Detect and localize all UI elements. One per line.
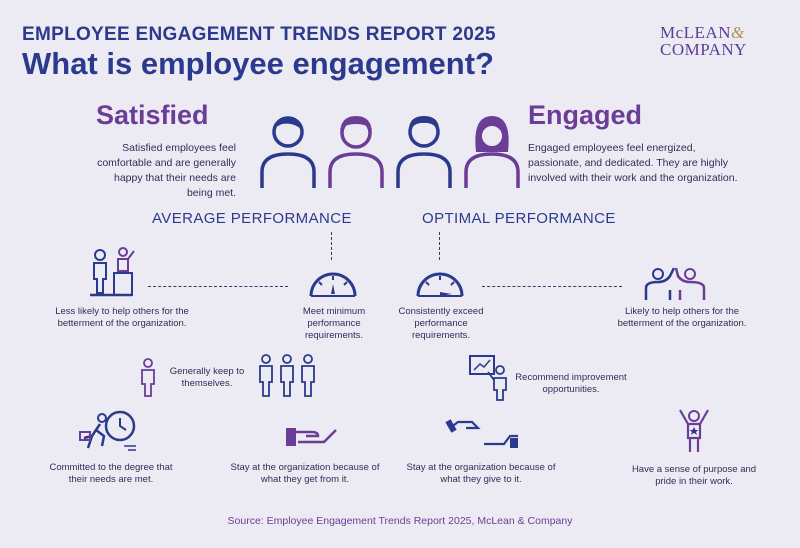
proud-person-icon <box>679 409 709 452</box>
optimal-performance-label: OPTIMAL PERFORMANCE <box>422 210 616 227</box>
engaged-description: Engaged employees feel energized, passio… <box>528 142 738 184</box>
single-person-icon <box>141 358 155 397</box>
sense-purpose-text: Have a sense of purpose and pride in the… <box>631 464 757 487</box>
recommend-improvement-text: Recommend improvement opportunities. <box>515 372 627 395</box>
stay-get-text: Stay at the organization because of what… <box>230 462 380 485</box>
meet-minimum-text: Meet minimum performance requirements. <box>302 306 366 341</box>
receiving-hand-icon <box>286 428 337 446</box>
average-connector-horizontal <box>148 286 288 287</box>
person-navy-2-icon <box>396 116 452 188</box>
stay-give-text: Stay at the organization because of what… <box>406 462 556 485</box>
report-title: EMPLOYEE ENGAGEMENT TRENDS REPORT 2025 <box>22 24 496 45</box>
person-purple-1-icon <box>328 116 384 188</box>
consistently-exceed-text: Consistently exceed performance requirem… <box>398 306 484 341</box>
source-footer: Source: Employee Engagement Trends Repor… <box>227 515 573 527</box>
main-heading: What is employee engagement? <box>22 46 494 81</box>
keep-to-themselves-text: Generally keep to themselves. <box>169 366 245 389</box>
gauge-high-icon <box>416 272 464 297</box>
average-performance-label: AVERAGE PERFORMANCE <box>152 210 352 227</box>
group-of-people-icon <box>259 354 315 397</box>
gauge-low-icon <box>309 272 357 297</box>
logo-line2: COMPANY <box>660 40 747 59</box>
running-late-icon <box>79 410 136 451</box>
likely-help-text: Likely to help others for the betterment… <box>617 306 747 329</box>
person-navy-1-icon <box>260 116 316 188</box>
optimal-connector-vertical <box>439 232 440 260</box>
people-on-podium-icon <box>90 247 135 297</box>
average-connector-vertical <box>331 232 332 260</box>
high-five-icon <box>644 267 706 300</box>
company-logo: McLEAN& COMPANY <box>660 24 790 58</box>
committed-degree-text: Committed to the degree that their needs… <box>49 462 173 485</box>
optimal-connector-horizontal <box>482 286 622 287</box>
logo-ampersand: & <box>730 23 745 42</box>
less-likely-help-text: Less likely to help others for the bette… <box>55 306 189 329</box>
satisfied-title: Satisfied <box>96 100 209 130</box>
engaged-title: Engaged <box>528 100 643 130</box>
handing-hands-icon <box>445 419 518 448</box>
satisfied-description: Satisfied employees feel comfortable and… <box>97 142 236 199</box>
logo-line1: McLEAN <box>660 23 731 42</box>
presentation-board-icon <box>469 355 507 401</box>
person-purple-2-icon <box>464 116 520 188</box>
